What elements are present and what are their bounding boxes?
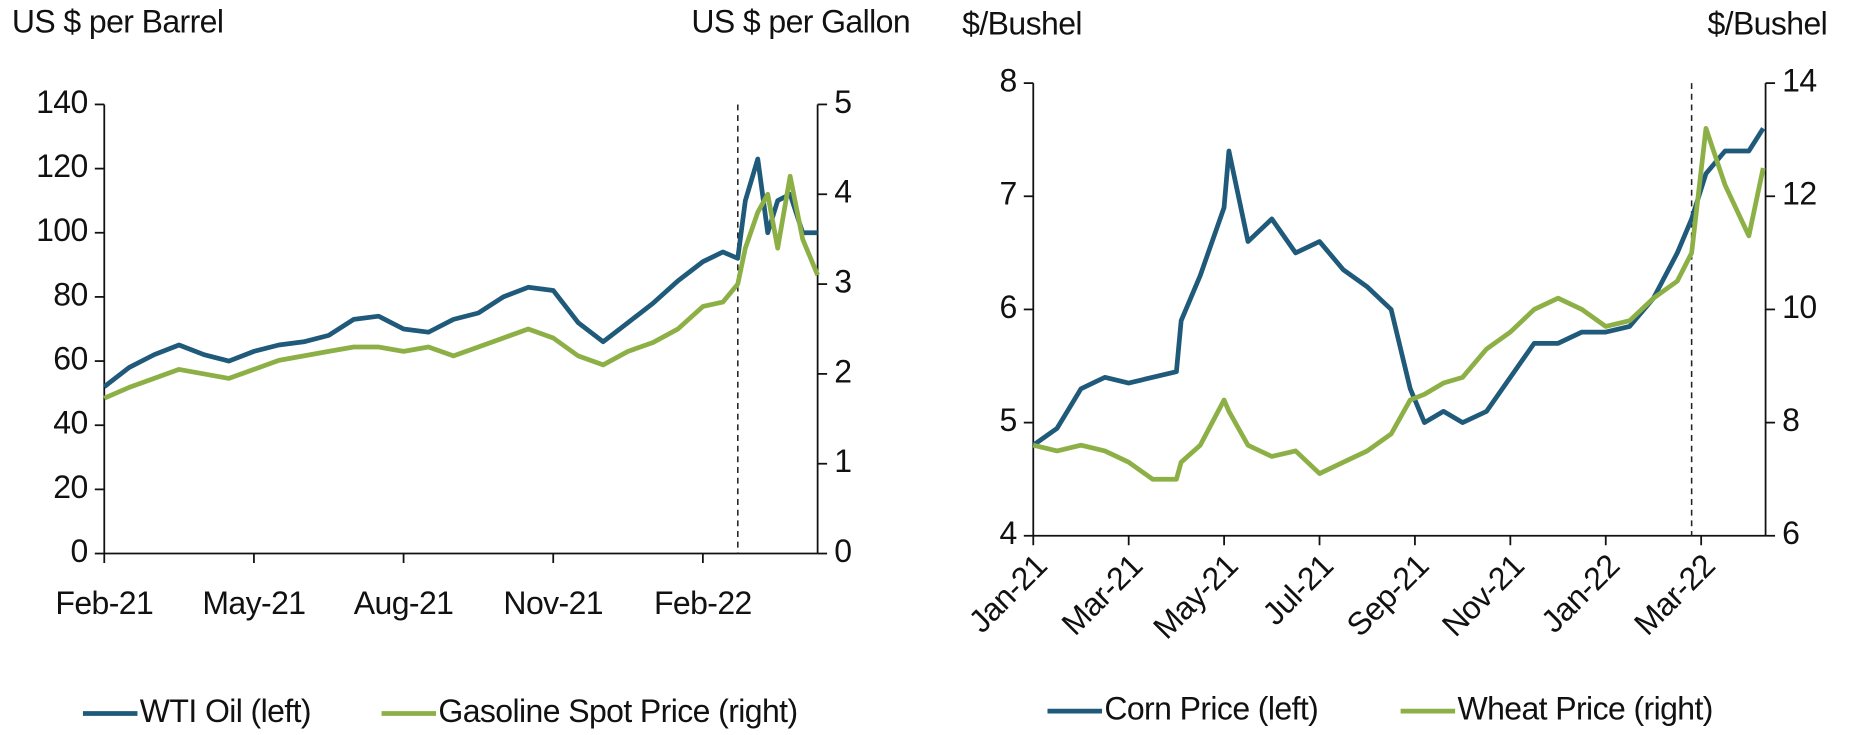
x-tick-label: Feb-22 bbox=[654, 585, 752, 621]
y-tick-label: 100 bbox=[36, 212, 88, 248]
y-tick-label: 6 bbox=[999, 289, 1016, 325]
y2-tick-label: 10 bbox=[1782, 289, 1816, 325]
y2-tick-label: 1 bbox=[834, 443, 851, 479]
x-tick-label: Jan-22 bbox=[1534, 547, 1626, 639]
y-tick-label: 20 bbox=[53, 469, 87, 505]
series-line bbox=[103, 173, 820, 401]
legend-label: Gasoline Spot Price (right) bbox=[438, 693, 797, 729]
y-tick-label: 8 bbox=[999, 63, 1016, 99]
y-tick-label: 5 bbox=[999, 402, 1016, 438]
y2-tick-label: 5 bbox=[834, 84, 851, 120]
legend-label: Wheat Price (right) bbox=[1457, 691, 1712, 727]
y2-axis-title: US $ per Gallon bbox=[691, 3, 910, 39]
y-tick-label: 0 bbox=[70, 533, 87, 569]
y2-tick-label: 8 bbox=[1782, 402, 1799, 438]
y-axis-title: US $ per Barrel bbox=[12, 3, 224, 39]
y2-tick-label: 6 bbox=[1782, 515, 1799, 551]
y-tick-label: 7 bbox=[999, 176, 1016, 212]
x-tick-label: May-21 bbox=[1146, 547, 1244, 645]
y-tick-label: 60 bbox=[53, 341, 87, 377]
y-tick-label: 120 bbox=[36, 148, 88, 184]
y-tick-label: 40 bbox=[53, 405, 87, 441]
x-tick-label: Feb-21 bbox=[55, 585, 153, 621]
y2-tick-label: 4 bbox=[834, 174, 851, 210]
x-tick-label: Jan-21 bbox=[962, 547, 1054, 639]
x-tick-label: May-21 bbox=[202, 585, 305, 621]
y-tick-label: 80 bbox=[53, 276, 87, 312]
series-line bbox=[1031, 127, 1766, 448]
series-line bbox=[1032, 126, 1766, 482]
y2-tick-label: 3 bbox=[834, 264, 851, 300]
legend-label: Corn Price (left) bbox=[1104, 691, 1318, 727]
x-tick-label: Mar-22 bbox=[1627, 547, 1722, 642]
x-tick-label: Sep-21 bbox=[1339, 547, 1435, 643]
x-tick-label: Nov-21 bbox=[1435, 547, 1531, 643]
y2-tick-label: 2 bbox=[834, 353, 851, 389]
y-axis-title: $/Bushel bbox=[962, 6, 1082, 42]
legend-label: WTI Oil (left) bbox=[140, 693, 311, 729]
y-tick-label: 140 bbox=[36, 84, 88, 120]
x-tick-label: Nov-21 bbox=[503, 585, 603, 621]
x-tick-label: Mar-21 bbox=[1055, 547, 1150, 642]
x-tick-label: Jul-21 bbox=[1255, 547, 1340, 632]
y2-axis-title: $/Bushel bbox=[1707, 6, 1827, 42]
y2-tick-label: 12 bbox=[1782, 176, 1816, 212]
y-tick-label: 4 bbox=[999, 515, 1016, 551]
series-line bbox=[102, 156, 818, 389]
x-tick-label: Aug-21 bbox=[354, 585, 454, 621]
y2-tick-label: 0 bbox=[834, 533, 851, 569]
y2-tick-label: 14 bbox=[1782, 63, 1816, 99]
